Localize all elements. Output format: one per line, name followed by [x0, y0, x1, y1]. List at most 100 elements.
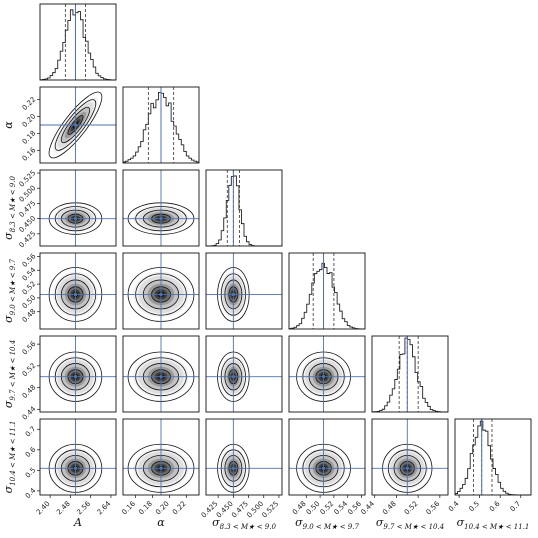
x-tick-label: 0.48	[381, 500, 398, 517]
x-tick-label: 0.22	[171, 500, 188, 517]
truth-point	[322, 375, 326, 379]
y-tick-label: 0.16	[21, 146, 38, 163]
y-tick-label: 0.48	[21, 383, 38, 400]
panel-frame	[288, 335, 366, 413]
histogram-sigma_9.0_9.7	[289, 262, 365, 330]
y-tick-label: 0.56	[21, 252, 38, 269]
x-tick-label: 0.54	[332, 499, 349, 516]
panel-frame	[122, 86, 200, 164]
panel-3-0: 0.480.500.520.540.56	[21, 252, 117, 330]
panel-frame	[39, 252, 117, 330]
x-axis-label-A: A	[73, 516, 82, 529]
panel-4-0: 0.44 0.48 0.52 0.56	[21, 335, 117, 422]
truth-point	[159, 217, 163, 221]
y-axis-label-alpha: α	[2, 121, 15, 129]
contour-2	[60, 106, 91, 144]
y-axis-label-sigma_8.3_9.0: σ8.3 < M★ < 9.0	[2, 176, 17, 240]
panel-frame	[371, 335, 449, 413]
truth-point	[73, 217, 77, 221]
panel-4-4	[371, 335, 449, 413]
y-axis-label-sigma_10.4_11.1: σ10.4 < M★ < 11.1	[2, 421, 17, 494]
truth-point	[73, 123, 77, 127]
x-axis-label-alpha: α	[157, 516, 165, 529]
y-tick-label: 0.5	[24, 466, 38, 480]
truth-point	[73, 466, 77, 470]
truth-point	[73, 375, 77, 379]
x-axis-label-sigma_9.7_10.4: σ9.7 < M★ < 10.4	[376, 516, 444, 531]
x-tick-label: 0.16	[120, 499, 137, 516]
y-tick-label: 0.7	[24, 425, 38, 439]
histogram-sigma_9.7_10.4	[372, 337, 448, 413]
panel-frame	[122, 169, 200, 247]
panel-3-1	[122, 252, 200, 330]
x-tick-label: 0.52	[319, 500, 336, 517]
panel-frame	[205, 169, 283, 247]
panel-2-1	[122, 169, 200, 247]
panel-frame	[205, 418, 283, 496]
panel-1-1	[122, 86, 200, 164]
y-tick-label: 0.52	[21, 280, 38, 297]
y-tick-label: 0.54	[21, 266, 38, 283]
x-tick-label: 0.56	[425, 499, 442, 516]
x-tick-label: 0.5	[468, 500, 482, 514]
panel-frame	[122, 252, 200, 330]
panel-0-0	[39, 3, 117, 81]
x-axis-label-sigma_8.3_9.0: σ8.3 < M★ < 9.0	[212, 516, 276, 531]
y-tick-label: 0.20	[21, 112, 38, 129]
y-axis-label-sigma_9.0_9.7: σ9.0 < M★ < 9.7	[2, 259, 17, 323]
x-tick-label: 2.48	[55, 500, 72, 517]
panel-frame	[205, 335, 283, 413]
x-tick-label: 0.48	[291, 500, 308, 517]
x-tick-label: 0.50	[305, 500, 322, 517]
histogram-sigma_8.3_9.0	[206, 175, 282, 247]
y-tick-label: 0.50	[21, 294, 38, 311]
panel-frame	[39, 86, 117, 164]
histogram-A	[40, 9, 116, 81]
panel-5-0: 2.40 2.48 2.56 2.64 0.4 0.5 0.6 0.7	[24, 418, 117, 517]
panel-frame	[205, 252, 283, 330]
panel-frame	[39, 418, 117, 496]
panel-1-0: 0.160.180.200.22	[21, 86, 117, 164]
x-tick-label: 0.44	[359, 499, 376, 516]
truth-point	[231, 292, 235, 296]
y-tick-label: 0.6	[24, 445, 38, 459]
x-tick-label: 0.52	[403, 500, 420, 517]
x-tick-label: 0.18	[137, 500, 154, 517]
x-tick-label: 0.7	[509, 500, 523, 514]
x-tick-label: 0.56	[346, 499, 363, 516]
y-tick-label: 0.22	[21, 95, 38, 112]
panel-5-5: 0.4 0.5 0.6 0.7	[447, 418, 532, 514]
x-axis-label-sigma_10.4_11.1: σ10.4 < M★ < 11.1	[457, 516, 530, 531]
x-tick-label: 0.525	[261, 500, 281, 520]
x-tick-label: 2.64	[96, 499, 113, 516]
panel-frame	[122, 335, 200, 413]
panel-frame	[288, 418, 366, 496]
panel-2-2	[205, 169, 283, 247]
x-axis-label-sigma_9.0_9.7: σ9.0 < M★ < 9.7	[295, 516, 359, 531]
y-tick-label: 0.48	[21, 307, 38, 324]
contour-0	[48, 91, 103, 159]
panel-5-4: 0.44 0.48 0.52 0.56	[359, 418, 449, 517]
y-tick-label: 0.4	[24, 486, 38, 500]
panel-4-1	[122, 335, 200, 413]
truth-point	[159, 292, 163, 296]
panel-5-3: 0.480.500.520.540.56	[288, 418, 366, 517]
truth-point	[322, 466, 326, 470]
truth-point	[159, 375, 163, 379]
panel-frame	[39, 335, 117, 413]
panel-frame	[371, 418, 449, 496]
y-tick-label: 0.525	[18, 169, 38, 189]
x-tick-label: 2.56	[75, 499, 92, 516]
y-tick-label: 0.52	[21, 362, 38, 379]
panel-frame	[454, 418, 532, 496]
truth-point	[231, 375, 235, 379]
panel-frame	[122, 418, 200, 496]
x-tick-label: 0.20	[154, 500, 171, 517]
y-axis-label-sigma_9.7_10.4: σ9.7 < M★ < 10.4	[2, 340, 17, 408]
panel-frame	[39, 3, 117, 81]
x-tick-label: 2.40	[35, 500, 52, 517]
truth-point	[231, 466, 235, 470]
